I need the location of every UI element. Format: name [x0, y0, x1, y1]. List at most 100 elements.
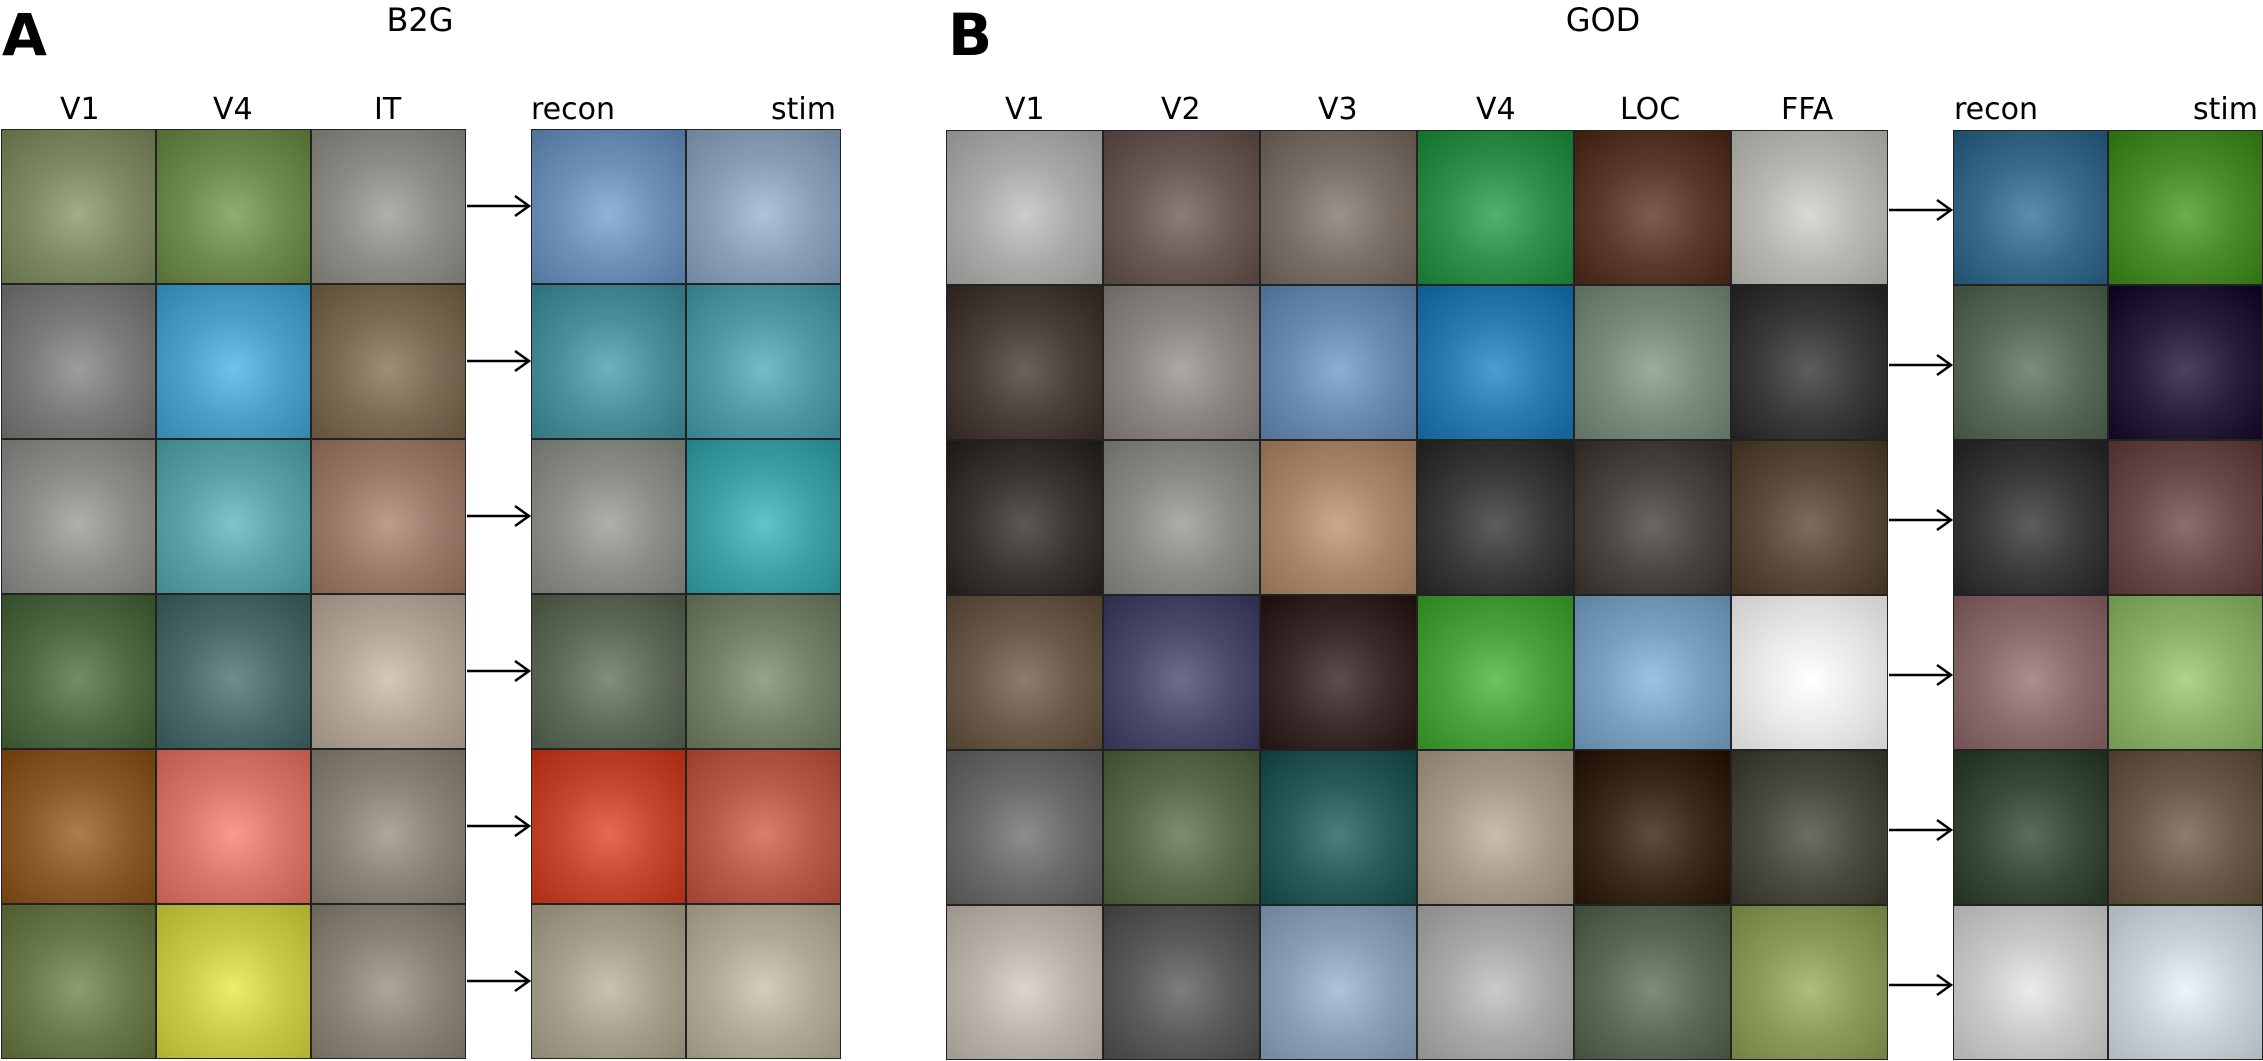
panel-a-brain-image-r2-c1: [1, 284, 156, 439]
col-label-b-ffa: FFA: [1781, 92, 1834, 127]
col-label-a-v4: V4: [213, 92, 253, 127]
panel-b-brain-image-r4-c3: [1260, 595, 1417, 750]
panel-b-brain-image-r6-c5: [1574, 905, 1731, 1060]
panel-b-brain-image-r5-c5: [1574, 750, 1731, 905]
panel-a-brain-image-r4-c1: [1, 594, 156, 749]
panel-b-brain-image-r1-c6: [1731, 130, 1888, 285]
panel-a-brain-image-r1-c3: [311, 129, 466, 284]
panel-b-brain-image-r4-c6: [1731, 595, 1888, 750]
panel-b-brain-image-r1-c5: [1574, 130, 1731, 285]
panel-b-output-image-r6-c1: [1953, 905, 2108, 1060]
panel-b-brain-image-r2-c2: [1103, 285, 1260, 440]
panel-a-output-image-r3-c2: [686, 439, 841, 594]
panel-a-brain-image-r3-c2: [156, 439, 311, 594]
panel-b-output-image-r1-c1: [1953, 130, 2108, 285]
panel-a-output-image-r1-c2: [686, 129, 841, 284]
panel-a-output-image-r3-c1: [531, 439, 686, 594]
panel-b-brain-image-r6-c2: [1103, 905, 1260, 1060]
panel-b-brain-image-r1-c1: [946, 130, 1103, 285]
arrow-b-row-4: [1889, 663, 1954, 687]
panel-b-brain-image-r5-c3: [1260, 750, 1417, 905]
panel-b-brain-image-r1-c2: [1103, 130, 1260, 285]
panel-a-brain-image-r1-c1: [1, 129, 156, 284]
panel-a-output-image-r5-c2: [686, 749, 841, 904]
arrow-b-row-5: [1889, 818, 1954, 842]
col-label-b-v4: V4: [1476, 92, 1516, 127]
panel-b-brain-image-r3-c4: [1417, 440, 1574, 595]
panel-b-brain-image-r3-c3: [1260, 440, 1417, 595]
panel-b-output-image-r4-c1: [1953, 595, 2108, 750]
panel-b-brain-image-r6-c3: [1260, 905, 1417, 1060]
panel-b-output-image-r3-c2: [2108, 440, 2263, 595]
panel-a-output-image-r2-c2: [686, 284, 841, 439]
panel-b-brain-image-r6-c6: [1731, 905, 1888, 1060]
panel-a-brain-image-r5-c3: [311, 749, 466, 904]
arrow-b-row-6: [1889, 973, 1954, 997]
panel-b-brain-image-r1-c4: [1417, 130, 1574, 285]
panel-b-output-image-r2-c1: [1953, 285, 2108, 440]
panel-b-brain-image-r4-c5: [1574, 595, 1731, 750]
panel-a-brain-image-r1-c2: [156, 129, 311, 284]
panel-b-output-image-r1-c2: [2108, 130, 2263, 285]
panel-a-output-image-r1-c1: [531, 129, 686, 284]
panel-b-output-image-r4-c2: [2108, 595, 2263, 750]
panel-a-brain-grid: [1, 129, 466, 1059]
col-label-a-it: IT: [374, 92, 402, 127]
col-label-a-v1: V1: [60, 92, 100, 127]
panel-b-recon-stim-grid: [1953, 130, 2263, 1060]
panel-b-output-image-r6-c2: [2108, 905, 2263, 1060]
panel-a-brain-image-r2-c2: [156, 284, 311, 439]
panel-b-brain-image-r3-c6: [1731, 440, 1888, 595]
panel-b-brain-image-r4-c4: [1417, 595, 1574, 750]
panel-b-brain-image-r3-c2: [1103, 440, 1260, 595]
arrow-a-row-6: [467, 969, 532, 993]
panel-b-output-image-r2-c2: [2108, 285, 2263, 440]
panel-b-brain-image-r5-c4: [1417, 750, 1574, 905]
panel-a-output-image-r5-c1: [531, 749, 686, 904]
col-label-b-recon: recon: [1954, 92, 2038, 127]
panel-a-recon-stim-grid: [531, 129, 841, 1059]
panel-b-brain-grid: [946, 130, 1888, 1060]
col-label-b-stim: stim: [2193, 92, 2258, 127]
panel-a-brain-image-r6-c3: [311, 904, 466, 1059]
panel-b-brain-image-r2-c1: [946, 285, 1103, 440]
panel-a-brain-image-r6-c1: [1, 904, 156, 1059]
panel-b-output-image-r5-c1: [1953, 750, 2108, 905]
panel-b-output-image-r3-c1: [1953, 440, 2108, 595]
panel-a-output-image-r2-c1: [531, 284, 686, 439]
panel-b-brain-image-r1-c3: [1260, 130, 1417, 285]
panel-a-brain-image-r4-c2: [156, 594, 311, 749]
panel-letter-a: A: [2, 1, 47, 69]
panel-a-output-image-r4-c2: [686, 594, 841, 749]
panel-b-brain-image-r3-c1: [946, 440, 1103, 595]
panel-b-brain-image-r2-c5: [1574, 285, 1731, 440]
panel-b-brain-image-r4-c1: [946, 595, 1103, 750]
panel-b-brain-image-r5-c6: [1731, 750, 1888, 905]
panel-b-brain-image-r6-c4: [1417, 905, 1574, 1060]
col-label-b-v3: V3: [1318, 92, 1358, 127]
arrow-a-row-5: [467, 814, 532, 838]
panel-title-a: B2G: [386, 1, 454, 39]
panel-b-brain-image-r2-c3: [1260, 285, 1417, 440]
col-label-b-v1: V1: [1005, 92, 1045, 127]
panel-b-brain-image-r6-c1: [946, 905, 1103, 1060]
arrow-b-row-1: [1889, 198, 1954, 222]
panel-b-brain-image-r5-c1: [946, 750, 1103, 905]
panel-b-brain-image-r4-c2: [1103, 595, 1260, 750]
panel-a-brain-image-r3-c3: [311, 439, 466, 594]
panel-letter-b: B: [948, 1, 993, 69]
panel-a-output-image-r6-c1: [531, 904, 686, 1059]
panel-a-brain-image-r6-c2: [156, 904, 311, 1059]
panel-a-output-image-r4-c1: [531, 594, 686, 749]
col-label-b-loc: LOC: [1620, 92, 1681, 127]
arrow-b-row-3: [1889, 508, 1954, 532]
panel-b-brain-image-r3-c5: [1574, 440, 1731, 595]
arrow-a-row-3: [467, 504, 532, 528]
col-label-a-recon: recon: [531, 92, 615, 127]
panel-a-output-image-r6-c2: [686, 904, 841, 1059]
arrow-a-row-1: [467, 194, 532, 218]
col-label-b-v2: V2: [1161, 92, 1201, 127]
panel-a-brain-image-r4-c3: [311, 594, 466, 749]
panel-b-brain-image-r2-c4: [1417, 285, 1574, 440]
panel-a-brain-image-r2-c3: [311, 284, 466, 439]
